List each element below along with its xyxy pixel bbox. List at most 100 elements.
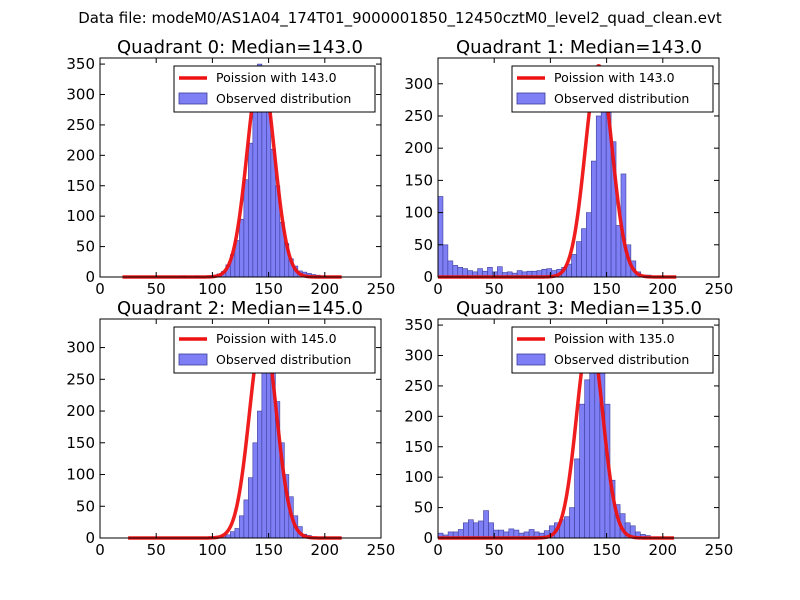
y-tick-label: 250: [66, 116, 95, 134]
legend-line-label: Poission with 145.0: [216, 331, 337, 346]
y-tick-label: 300: [404, 347, 433, 365]
y-tick-label: 100: [404, 204, 433, 222]
legend: Poission with 145.0 Observed distribution: [173, 326, 376, 374]
y-tick-label: 150: [66, 177, 95, 195]
x-tick-label: 200: [310, 541, 339, 559]
histogram-bar: [564, 516, 570, 539]
y-tick-label: 350: [404, 316, 433, 334]
axes-frame: [437, 318, 720, 539]
histogram-bar: [569, 507, 575, 539]
y-tick-label: 50: [76, 497, 95, 515]
legend-line-label: Poission with 135.0: [554, 331, 675, 346]
y-tick-label: 0: [423, 529, 433, 547]
histogram-bar: [252, 442, 258, 539]
y-tick-label: 50: [414, 236, 433, 254]
y-tick-label: 100: [66, 207, 95, 225]
y-tick-label: 300: [66, 339, 95, 357]
legend-box: [173, 65, 376, 113]
histogram-bar: [447, 260, 454, 278]
legend-box: [511, 65, 714, 113]
histogram-bar: [478, 520, 484, 539]
histogram-bar: [595, 115, 602, 278]
x-tick-label: 250: [705, 541, 734, 559]
y-tick-label: 150: [404, 438, 433, 456]
histogram-bar: [581, 228, 587, 278]
histogram-bar: [468, 519, 474, 539]
panel-quadrant-1: Quadrant 1: Median=143.0 0 50 100 150 200 250…: [404, 37, 733, 298]
y-tick-label: 0: [423, 268, 433, 286]
y-tick-label: 100: [404, 468, 433, 486]
axes-frame: [99, 318, 382, 539]
legend-box: [511, 326, 714, 374]
y-tick-label: 300: [404, 75, 433, 93]
x-tick-label: 100: [198, 280, 227, 298]
legend-bar-label: Observed distribution: [216, 352, 351, 367]
y-tick-label: 150: [66, 434, 95, 452]
histogram-bar: [437, 196, 444, 278]
y-tick-label: 300: [66, 86, 95, 104]
y-tick-label: 350: [66, 55, 95, 73]
x-tick-label: 150: [592, 280, 621, 298]
legend-bar-label: Observed distribution: [216, 91, 351, 106]
y-tick-label: 50: [76, 238, 95, 256]
histogram-bar: [589, 346, 596, 539]
histogram-bar: [600, 83, 607, 278]
panel-quadrant-0: Quadrant 0: Median=143.0 0 50 100 150 200 250…: [66, 37, 395, 298]
histogram-bar: [248, 477, 254, 539]
histogram-bars: [437, 336, 651, 539]
histogram-bar: [239, 515, 245, 539]
panel-title: Quadrant 0: Median=143.0: [117, 37, 363, 58]
histogram-bar: [266, 103, 272, 278]
x-tick-label: 250: [367, 541, 396, 559]
legend-bar-swatch: [516, 353, 546, 366]
y-tick-label: 200: [404, 407, 433, 425]
histogram-bar: [252, 94, 258, 278]
axes-frame: [437, 57, 720, 278]
histogram-bar: [243, 499, 249, 539]
y-tick-label: 50: [414, 499, 433, 517]
x-tick-label: 200: [648, 541, 677, 559]
legend-bar-label: Observed distribution: [554, 352, 689, 367]
y-tick-label: 250: [404, 107, 433, 125]
histogram-bar: [473, 522, 479, 539]
histogram-bar: [243, 179, 249, 278]
panel-quadrant-3: Quadrant 3: Median=135.0 0 50 100 150 200 250…: [404, 298, 733, 559]
y-tick-label: 0: [85, 268, 95, 286]
figure-suptitle: Data file: modeM0/AS1A04_174T01_90000018…: [78, 9, 722, 28]
histogram-bar: [462, 522, 469, 539]
histogram-bar: [591, 160, 597, 278]
histogram-bar: [248, 142, 254, 278]
histogram-bar: [574, 458, 580, 539]
legend: Poission with 143.0 Observed distribution: [173, 65, 376, 113]
panel-title: Quadrant 2: Median=145.0: [117, 298, 363, 319]
x-tick-label: 50: [485, 280, 504, 298]
y-tick-label: 100: [66, 466, 95, 484]
y-tick-label: 250: [66, 370, 95, 388]
histogram-bar: [571, 254, 577, 278]
histogram-bar: [257, 410, 263, 539]
y-tick-label: 200: [404, 139, 433, 157]
legend-line-label: Poission with 143.0: [216, 70, 337, 85]
x-tick-label: 250: [705, 280, 734, 298]
x-tick-label: 100: [536, 280, 565, 298]
x-tick-label: 100: [536, 541, 565, 559]
x-tick-label: 150: [254, 541, 283, 559]
x-tick-label: 100: [198, 541, 227, 559]
x-tick-label: 250: [367, 280, 396, 298]
histogram-bar: [230, 531, 236, 539]
legend: Poission with 135.0 Observed distribution: [511, 326, 714, 374]
histogram-bar: [239, 218, 245, 278]
histogram-bars: [437, 83, 651, 278]
y-tick-label: 250: [404, 377, 433, 395]
panel-title: Quadrant 3: Median=135.0: [456, 298, 702, 319]
x-tick-label: 50: [147, 280, 166, 298]
legend-box: [173, 326, 376, 374]
panel-quadrant-2: Quadrant 2: Median=145.0 0 50 100 150 200 250…: [66, 298, 395, 559]
x-tick-label: 0: [95, 541, 105, 559]
panel-title: Quadrant 1: Median=143.0: [456, 37, 702, 58]
histogram-bar: [483, 510, 489, 539]
axes-frame: [99, 57, 382, 278]
x-tick-label: 0: [95, 280, 105, 298]
legend-bar-label: Observed distribution: [554, 91, 689, 106]
